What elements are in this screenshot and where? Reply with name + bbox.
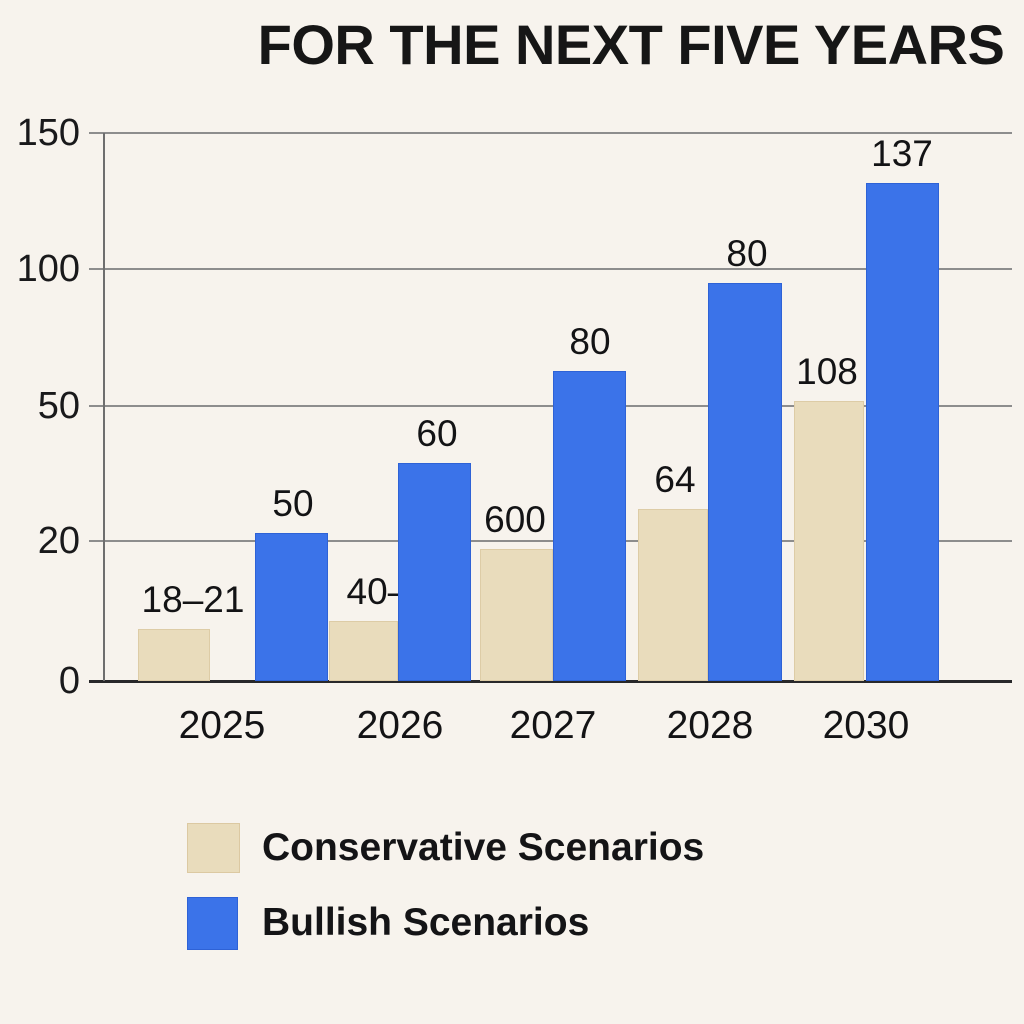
bar-value-label-conservative-2028: 64 xyxy=(654,459,696,500)
gridline-150 xyxy=(89,132,1012,134)
bar-conservative-2025 xyxy=(138,629,210,681)
bar-value-label-bullish-2030: 137 xyxy=(871,133,933,174)
x-axis-label-2025: 2025 xyxy=(178,704,266,747)
bar-value-label-bullish-2025: 50 xyxy=(272,483,314,524)
y-axis-tick-label-100: 100 xyxy=(16,248,80,290)
bar-bullish-2025 xyxy=(255,533,328,681)
chart-title: FOR THE NEXT FIVE YEARS xyxy=(257,13,1005,76)
gridline-50 xyxy=(89,405,1012,407)
x-axis-line xyxy=(89,680,1012,683)
bar-conservative-2028 xyxy=(638,509,708,681)
y-axis-tick-label-0: 0 xyxy=(58,660,80,702)
y-axis-line xyxy=(103,133,105,681)
bar-bullish-2027 xyxy=(553,371,626,681)
bar-bullish-2028 xyxy=(708,283,782,681)
gridline-100 xyxy=(89,268,1012,270)
bar-bullish-2030 xyxy=(866,183,939,681)
x-axis-label-2027: 2027 xyxy=(509,704,597,747)
bar-conservative-2026 xyxy=(329,621,398,681)
bar-value-label-bullish-2028: 80 xyxy=(726,233,768,274)
legend-swatch-bullish xyxy=(187,897,238,950)
legend-swatch-conservative xyxy=(187,823,240,873)
bar-value-label-conservative-2025: 18–21 xyxy=(141,579,245,620)
gridline-20 xyxy=(89,540,1012,542)
y-axis-tick-label-150: 150 xyxy=(16,112,80,154)
bar-bullish-2026 xyxy=(398,463,471,681)
legend-label-bullish: Bullish Scenarios xyxy=(262,901,590,944)
y-axis-tick-label-20: 20 xyxy=(37,520,80,562)
bar-value-label-bullish-2027: 80 xyxy=(569,321,611,362)
x-axis-label-2030: 2030 xyxy=(822,704,910,747)
bar-conservative-2030 xyxy=(794,401,864,681)
bar-conservative-2027 xyxy=(480,549,553,681)
legend-label-conservative: Conservative Scenarios xyxy=(262,826,705,869)
x-axis-label-2026: 2026 xyxy=(356,704,444,747)
bar-value-label-bullish-2026: 60 xyxy=(416,413,458,454)
y-axis-tick-label-50: 50 xyxy=(37,385,80,427)
bar-value-label-conservative-2027: 600 xyxy=(484,499,546,540)
bar-value-label-conservative-2030: 108 xyxy=(796,351,858,392)
x-axis-label-2028: 2028 xyxy=(666,704,754,747)
